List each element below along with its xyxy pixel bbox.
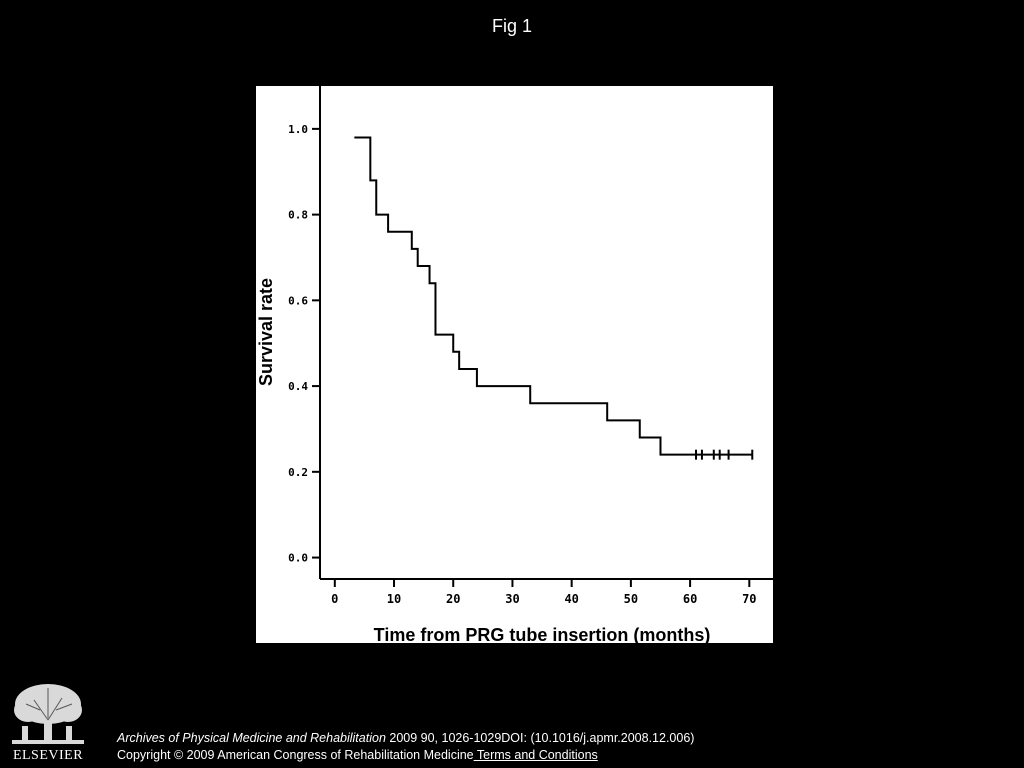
x-tick-label: 40 — [564, 592, 578, 606]
y-tick-label: 0.2 — [288, 466, 308, 479]
x-tick-label: 10 — [387, 592, 401, 606]
survival-step-line — [354, 136, 753, 456]
copyright-text: Copyright © 2009 American Congress of Re… — [117, 748, 474, 762]
y-axis-label: Survival rate — [256, 278, 276, 386]
x-axis-label: Time from PRG tube insertion (months) — [374, 625, 711, 643]
figure-title: Fig 1 — [491, 16, 533, 36]
y-tick-label: 0.6 — [288, 294, 308, 307]
elsevier-logo: ELSEVIER — [8, 680, 88, 766]
y-tick-label: 0.4 — [288, 380, 308, 393]
citation-details: 2009 90, 1026-1029DOI: (10.1016/j.apmr.2… — [385, 731, 695, 745]
x-tick-label: 70 — [742, 592, 756, 606]
x-tick-label: 60 — [683, 592, 697, 606]
chart-panel: 0.0 0.2 0.4 0.6 0.8 1.0 0 10 20 30 40 50 60 70 Time fr… — [256, 86, 773, 643]
copyright-line: Copyright © 2009 American Congress of Re… — [117, 747, 694, 764]
x-tick-label: 0 — [331, 592, 338, 606]
survival-chart: 0.0 0.2 0.4 0.6 0.8 1.0 0 10 20 30 40 50 60 70 Time fr… — [256, 86, 773, 643]
y-tick-label: 0.0 — [288, 552, 308, 565]
citation-block: Archives of Physical Medicine and Rehabi… — [117, 730, 694, 764]
x-tick-label: 30 — [505, 592, 519, 606]
x-tick-label: 50 — [624, 592, 638, 606]
y-tick-label: 0.8 — [288, 209, 308, 222]
citation-line: Archives of Physical Medicine and Rehabi… — [117, 730, 694, 747]
x-tick-label: 20 — [446, 592, 460, 606]
y-tick-label: 1.0 — [288, 123, 308, 136]
elsevier-wordmark: ELSEVIER — [12, 748, 84, 763]
terms-link[interactable]: Terms and Conditions — [473, 748, 598, 762]
elsevier-tree-icon — [12, 684, 84, 744]
journal-name: Archives of Physical Medicine and Rehabi… — [117, 731, 386, 745]
